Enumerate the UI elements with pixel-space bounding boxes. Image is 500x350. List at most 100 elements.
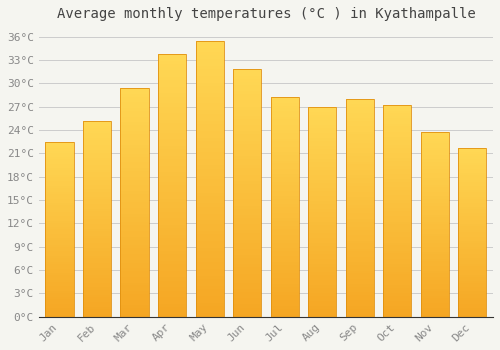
Bar [158,110,186,113]
Bar [46,299,74,301]
Bar [458,218,486,220]
Bar [458,243,486,245]
Bar [421,208,449,210]
Bar [158,198,186,202]
Bar [421,259,449,261]
Bar [158,70,186,74]
Bar [383,169,412,172]
Bar [383,232,412,235]
Bar [346,140,374,142]
Bar [120,220,148,223]
Bar [383,248,412,251]
Bar [421,215,449,217]
Bar [270,234,299,237]
Bar [158,123,186,126]
Bar [458,306,486,308]
Bar [421,305,449,308]
Bar [346,134,374,137]
Bar [83,204,111,206]
Bar [120,103,148,105]
Bar [270,149,299,152]
Bar [233,116,261,119]
Bar [196,104,224,107]
Bar [233,280,261,283]
Bar [270,262,299,265]
Bar [120,94,148,97]
Bar [158,212,186,215]
Bar [83,199,111,202]
Bar [421,296,449,298]
Bar [421,206,449,208]
Bar [270,128,299,131]
Bar [383,272,412,274]
Bar [83,197,111,199]
Bar [308,117,336,120]
Bar [83,194,111,197]
Bar [383,243,412,245]
Bar [158,231,186,235]
Bar [270,119,299,122]
Bar [233,258,261,261]
Bar [233,128,261,131]
Bar [46,173,74,175]
Bar [383,219,412,222]
Bar [83,226,111,229]
Bar [458,283,486,285]
Bar [421,166,449,169]
Bar [233,249,261,252]
Bar [308,128,336,131]
Bar [346,222,374,224]
Bar [196,117,224,121]
Bar [270,240,299,243]
Bar [346,145,374,148]
Bar [458,171,486,173]
Bar [346,191,374,194]
Bar [196,145,224,148]
Bar [46,247,74,249]
Bar [46,256,74,258]
Bar [270,174,299,177]
Bar [346,249,374,252]
Bar [421,298,449,301]
Bar [233,107,261,110]
Bar [383,312,412,314]
Bar [158,222,186,225]
Bar [83,282,111,285]
Bar [346,281,374,284]
Bar [383,288,412,290]
Bar [233,187,261,190]
Bar [383,296,412,298]
Bar [308,164,336,167]
Bar [270,243,299,246]
Bar [383,280,412,282]
Bar [233,134,261,138]
Bar [196,289,224,293]
Bar [233,168,261,172]
Bar [196,159,224,162]
Bar [46,144,74,146]
Bar [46,192,74,194]
Bar [421,171,449,173]
Bar [308,243,336,246]
Bar [421,187,449,190]
Bar [346,173,374,175]
Bar [233,175,261,178]
Bar [383,179,412,182]
Bar [458,247,486,249]
Bar [196,90,224,93]
Bar [158,149,186,153]
Bar [308,188,336,191]
Bar [120,205,148,208]
Bar [308,238,336,241]
Bar [421,203,449,206]
Bar [120,223,148,225]
Bar [308,254,336,257]
Bar [233,79,261,82]
Bar [383,256,412,259]
Bar [308,241,336,243]
Bar [46,153,74,155]
Bar [270,303,299,306]
Bar [120,228,148,231]
Bar [458,195,486,197]
Bar [270,144,299,147]
